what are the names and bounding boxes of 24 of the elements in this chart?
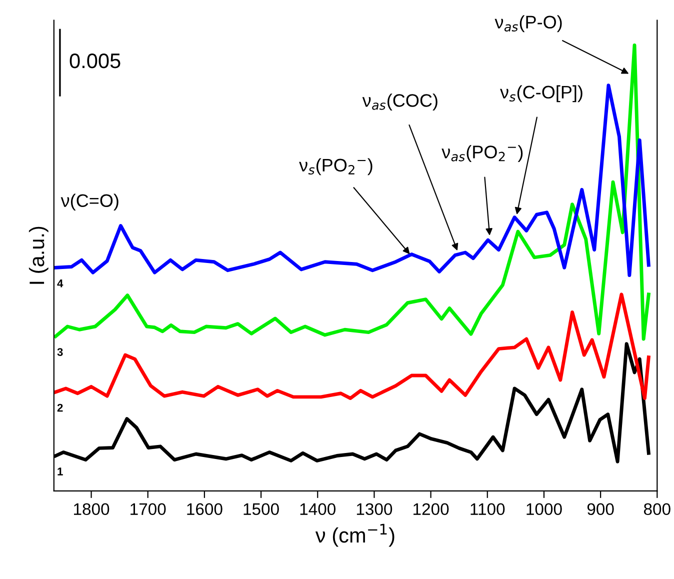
x-tick-label: 1600 — [187, 503, 222, 516]
series-label: 4 — [57, 280, 64, 288]
x-tick-label: 1700 — [130, 503, 166, 516]
y-axis-title: I (a.u.) — [28, 226, 48, 284]
annotation: ν$_{as}$(PO$_{2}$$^{−}$) — [442, 145, 523, 162]
x-tick-label: 900 — [587, 503, 614, 516]
annotation: ν$_{s}$(PO$_{2}$$^{−}$) — [299, 158, 372, 176]
series-label: 1 — [58, 468, 63, 476]
x-tick-label: 1800 — [74, 503, 110, 516]
x-tick-label: 800 — [644, 503, 670, 516]
annotation: ν$_{as}$(COC) — [362, 94, 438, 110]
x-tick-label: 1000 — [526, 503, 562, 516]
annotation: 0.005 — [70, 53, 120, 68]
x-axis-title: ν (cm$^{−1}$) — [315, 524, 394, 547]
series-label: 2 — [57, 404, 63, 412]
annotation: ν$_{s}$(C-O[P]) — [500, 85, 582, 102]
x-tick-label: 1500 — [244, 503, 279, 516]
x-tick-label: 1200 — [414, 503, 449, 516]
annotation: ν$_{as}$(P-O) — [494, 15, 562, 32]
series-label: 3 — [57, 348, 63, 356]
annotation: ν(C=O) — [60, 194, 118, 211]
x-tick-label: 1100 — [470, 503, 505, 516]
x-tick-label: 1400 — [300, 503, 336, 516]
x-tick-label: 1300 — [356, 503, 392, 516]
